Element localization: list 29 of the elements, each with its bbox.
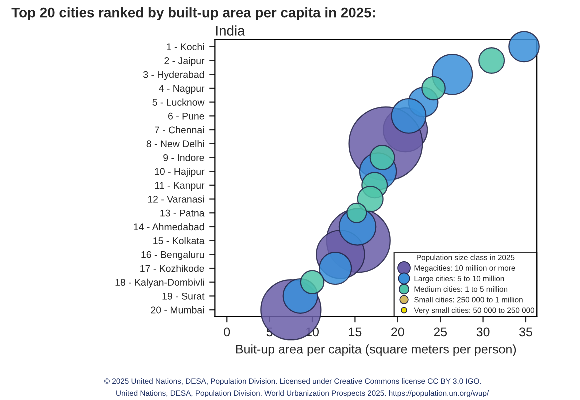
y-tick-label: 11 - Kanpur — [155, 182, 205, 191]
y-tick-label: 2 - Jaipur — [164, 57, 205, 66]
chart-subtitle: India — [216, 26, 246, 36]
y-tick-label: 19 - Surat — [162, 292, 205, 300]
chart-title: Top 20 cities ranked by built-up area per capita in 2025: — [12, 8, 376, 20]
y-tick-label: 10 - Hajipur — [155, 168, 205, 178]
x-axis-title: Buit-up area per capita (square meters per person) — [236, 344, 516, 356]
y-tick-label: 14 - Ahmedabad — [134, 223, 204, 231]
y-tick-label: 5 - Lucknow — [152, 98, 205, 106]
y-tick-label: 3 - Hyderabad — [144, 71, 204, 80]
y-tick-label: 8 - New Delhi — [146, 140, 204, 148]
x-tick-label: 35 — [520, 328, 532, 337]
y-tick-label: 4 - Nagpur — [159, 85, 205, 94]
y-tick-label: 6 - Pune — [168, 112, 204, 120]
y-tick-label: 13 - Patna — [160, 210, 205, 217]
y-tick-label: 1 - Kochi — [167, 43, 204, 51]
y-tick-label: 12 - Varanasi — [148, 196, 204, 203]
x-tick-label: 30 — [476, 328, 490, 337]
y-tick-label: 15 - Kolkata — [154, 237, 205, 244]
x-tick-label: 0 — [224, 328, 230, 337]
y-tick-label: 7 - Chennai — [155, 126, 204, 134]
y-tick-label: 20 - Mumbai — [151, 306, 204, 314]
y-tick-label: 18 - Kalyan-Dombivli — [116, 278, 204, 288]
y-tick-label: 9 - Indore — [164, 154, 204, 162]
x-tick-label: 20 — [392, 328, 404, 337]
x-tick-label: 15 — [349, 328, 362, 337]
x-tick-label: 25 — [434, 328, 448, 337]
y-tick-label: 17 - Kozhikode — [140, 265, 204, 272]
y-tick-label: 16 - Bengaluru — [142, 251, 204, 260]
